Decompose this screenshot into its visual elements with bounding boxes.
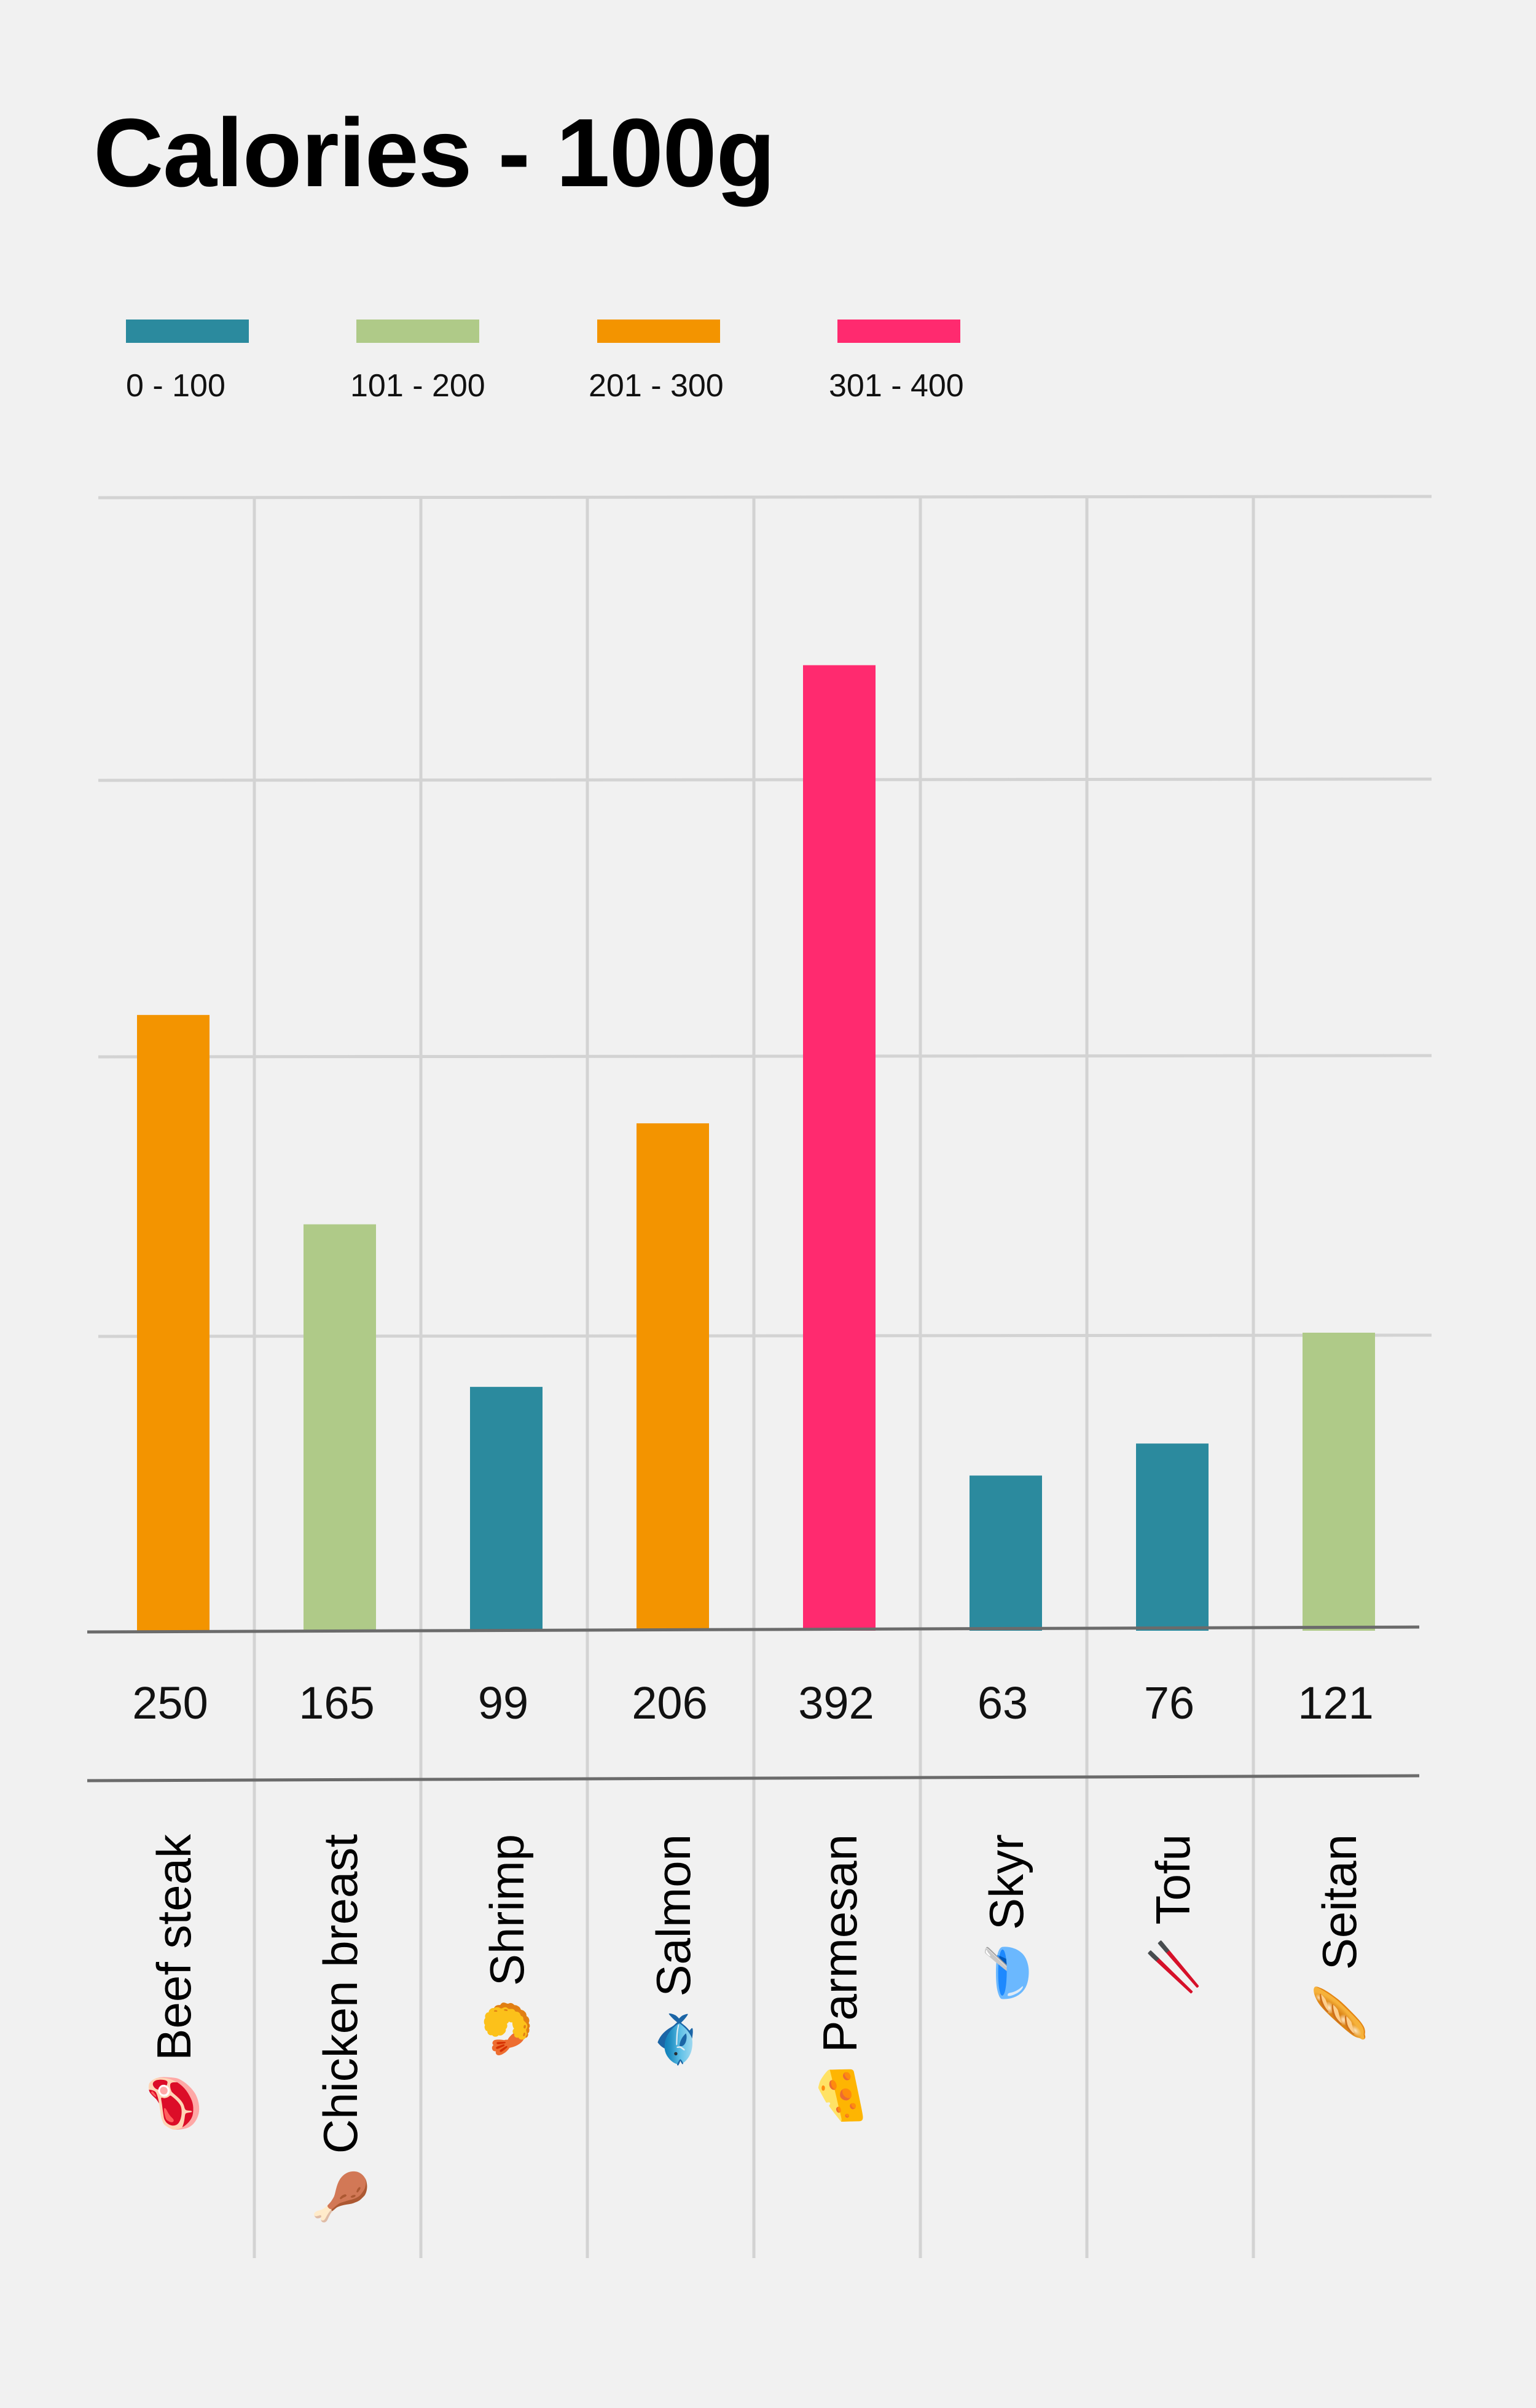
- category-label: 🥣 Skyr: [979, 1834, 1033, 2003]
- value-label: 392: [798, 1677, 874, 1728]
- legend-label: 301 - 400: [829, 368, 964, 404]
- axis-lines: [87, 1625, 1420, 1782]
- category-label: 🍗 Chicken breast: [313, 1834, 368, 2227]
- value-labels: 250 165 99 206 392 63 76 121: [132, 1677, 1373, 1728]
- bar: [470, 1387, 543, 1631]
- grid-lines: [98, 495, 1432, 2258]
- bar: [803, 665, 876, 1631]
- grid-line-horizontal: [98, 1054, 1432, 1059]
- bar: [137, 1014, 210, 1631]
- value-label: 76: [1144, 1677, 1194, 1728]
- grid-line-horizontal: [98, 495, 1432, 500]
- value-label: 121: [1298, 1677, 1373, 1728]
- legend-swatch: [597, 320, 720, 343]
- bar: [637, 1123, 709, 1631]
- grid-line-horizontal: [98, 777, 1432, 782]
- category-label: 🥩 Beef steak: [147, 1833, 203, 2133]
- legend-item-201-300: 201 - 300: [589, 320, 724, 404]
- legend-label: 201 - 300: [589, 368, 724, 404]
- category-label: 🍤 Shrimp: [480, 1834, 534, 2059]
- value-label: 165: [299, 1677, 374, 1728]
- legend-item-301-400: 301 - 400: [829, 320, 964, 404]
- legend-label: 0 - 100: [126, 368, 225, 404]
- value-label: 63: [978, 1677, 1028, 1728]
- category-label: 🥖 Seitan: [1312, 1834, 1367, 2043]
- legend-swatch: [837, 320, 960, 343]
- bar: [1303, 1332, 1375, 1631]
- value-label: 250: [132, 1677, 208, 1728]
- category-label: 🐟 Salmon: [646, 1834, 700, 2069]
- value-label: 206: [632, 1677, 707, 1728]
- category-label: 🥢 Tofu: [1146, 1834, 1201, 1997]
- bar: [304, 1224, 376, 1631]
- legend-item-0-100: 0 - 100: [126, 320, 249, 404]
- legend-swatch: [356, 320, 479, 343]
- chart-title: Calories - 100g: [93, 99, 775, 207]
- legend: 0 - 100 101 - 200 201 - 300 301 - 400: [0, 0, 1536, 430]
- value-label: 99: [478, 1677, 528, 1728]
- bar: [1136, 1443, 1209, 1631]
- category-labels: 🥩 Beef steak 🍗 Chicken breast 🍤 Shrimp 🐟 Sa…: [147, 1833, 1367, 2227]
- legend-swatch: [126, 320, 249, 343]
- legend-item-101-200: 101 - 200: [350, 320, 485, 404]
- legend-label: 101 - 200: [350, 368, 485, 404]
- category-label: 🧀 Parmesan: [813, 1834, 867, 2125]
- value-row-divider: [87, 1774, 1420, 1782]
- bar: [970, 1475, 1042, 1631]
- grid-line-horizontal: [98, 1333, 1432, 1338]
- x-axis-line: [87, 1625, 1420, 1634]
- bars: [137, 665, 1375, 1631]
